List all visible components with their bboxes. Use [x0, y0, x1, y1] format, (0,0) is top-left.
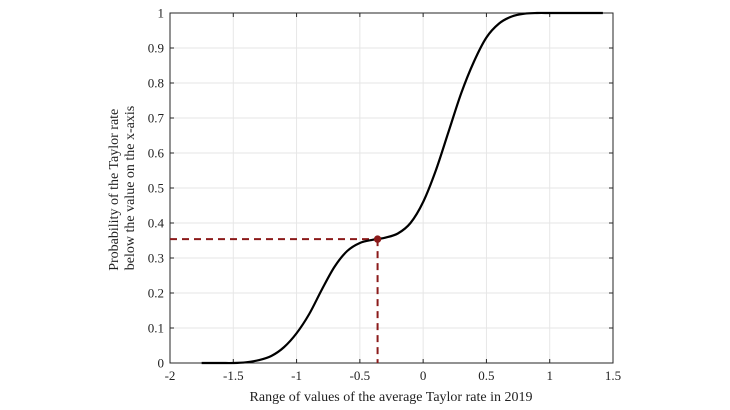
y-tick-label: 0.6 [148, 146, 165, 161]
y-tick-label: 0.2 [148, 286, 164, 301]
x-tick-label: 1.5 [605, 368, 621, 383]
y-axis-title-line-1: Probability of the Taylor rate [107, 109, 122, 271]
y-tick-label: 0.7 [148, 111, 165, 126]
y-axis-title: Probability of the Taylor rate below the… [107, 105, 138, 271]
y-tick-label: 0.1 [148, 321, 164, 336]
axes [169, 12, 614, 364]
marker-point [373, 235, 382, 243]
x-tick-label: 0 [420, 368, 427, 383]
y-tick-label: 0.9 [148, 41, 164, 56]
x-tick-label: -0.5 [350, 368, 371, 383]
x-tick-label: -2 [165, 368, 176, 383]
marker-guides [170, 238, 379, 363]
x-tick-label: -1 [291, 368, 302, 383]
y-tick-label: 0.5 [148, 181, 164, 196]
y-tick-label: 0 [158, 356, 165, 371]
y-tick-label: 1 [158, 6, 165, 21]
x-tick-label: 0.5 [478, 368, 494, 383]
data-markers [373, 235, 382, 243]
x-tick-label: 1 [546, 368, 553, 383]
y-tick-label: 0.3 [148, 251, 164, 266]
y-tick-label: 0.8 [148, 76, 164, 91]
y-tick-label: 0.4 [148, 216, 165, 231]
x-axis-title: Range of values of the average Taylor ra… [250, 390, 533, 405]
y-axis-title-line-2: below the value on the x-axis [123, 106, 138, 270]
tick-labels: -2 -1.5 -1 -0.5 0 0.5 1 1.5 0 0.1 0.2 0.3 0.4 0.5 0.6 0… [148, 6, 621, 384]
series-lines [201, 11, 603, 365]
x-tick-label: -1.5 [223, 368, 244, 383]
cdf-series-line [201, 11, 603, 365]
